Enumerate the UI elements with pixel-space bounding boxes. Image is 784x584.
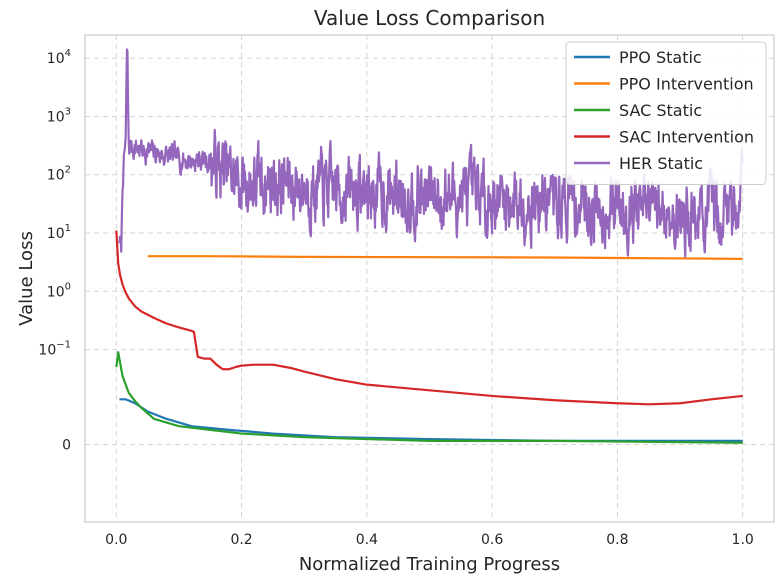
x-tick-label: 0.8 — [606, 532, 628, 548]
series-layer — [115, 48, 744, 444]
x-tick-label: 0.0 — [105, 532, 127, 548]
legend-label: PPO Intervention — [619, 75, 754, 94]
legend: PPO Static PPO Intervention SAC Static SAC … — [565, 41, 767, 185]
legend-label: SAC Static — [619, 101, 702, 120]
legend-box — [565, 41, 767, 185]
series-line-sac-intervention — [115, 230, 743, 406]
legend-label: HER Static — [619, 154, 703, 173]
y-axis-title: Value Loss — [16, 231, 37, 326]
plot-frame — [84, 34, 775, 523]
chart-title: Value Loss Comparison — [314, 6, 545, 30]
series-line-ppo-intervention — [147, 255, 743, 260]
y-tick-label: 102 — [47, 165, 71, 184]
series-line-her-static — [118, 48, 744, 258]
series-line-sac-static — [115, 351, 743, 444]
y-tick-label: 101 — [47, 223, 71, 242]
x-axis-title: Normalized Training Progress — [299, 554, 560, 575]
y-tick-label: 103 — [47, 106, 71, 125]
x-tick-label: 0.2 — [230, 532, 252, 548]
legend-label: PPO Static — [619, 48, 702, 67]
y-tick-labels: 0 10−1 100 101 102 103 104 — [38, 48, 71, 453]
y-tick-label: 0 — [62, 438, 71, 454]
x-tick-label: 1.0 — [732, 532, 754, 548]
y-tick-label: 10−1 — [38, 340, 71, 359]
series-line-ppo-static — [119, 398, 743, 442]
y-tick-label: 104 — [47, 48, 71, 67]
y-tick-label: 100 — [47, 281, 71, 300]
x-tick-labels: 0.0 0.2 0.4 0.6 0.8 1.0 — [105, 532, 754, 548]
x-tick-label: 0.4 — [356, 532, 378, 548]
legend-label: SAC Intervention — [619, 128, 754, 147]
x-tick-label: 0.6 — [481, 532, 503, 548]
